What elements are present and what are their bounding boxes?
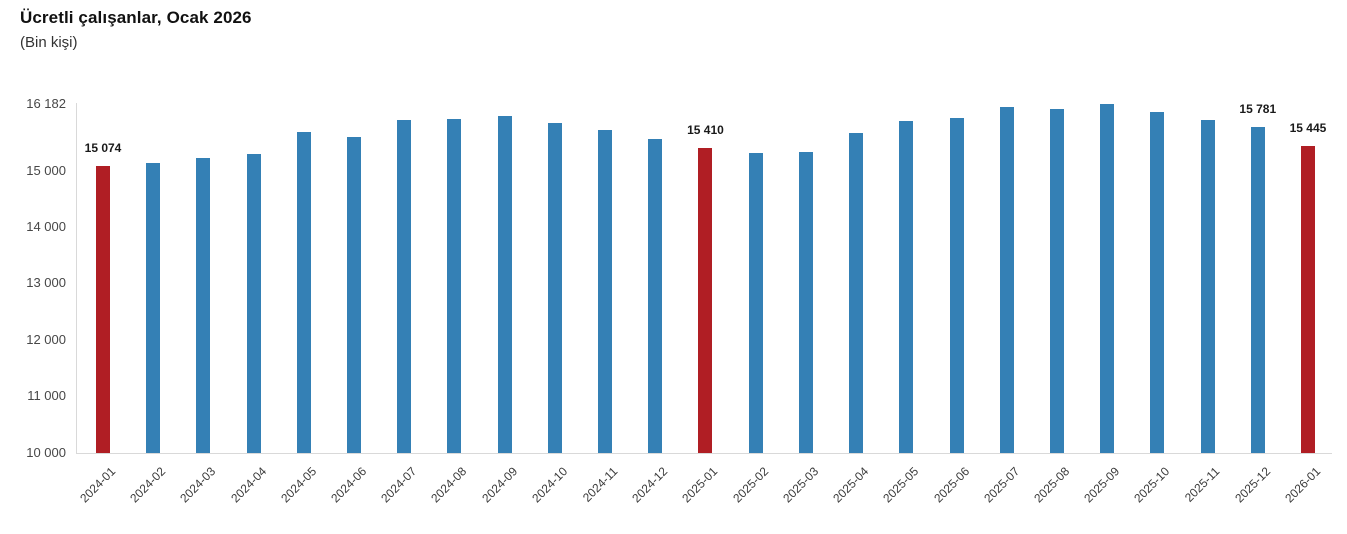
bar-2025-06 — [949, 117, 964, 453]
bar-2024-03 — [196, 157, 211, 453]
x-tick-label: 2025-11 — [1182, 463, 1223, 505]
bar-2025-08 — [1049, 108, 1064, 453]
x-tick-label: 2025-10 — [1131, 463, 1173, 505]
x-tick-label: 2025-06 — [930, 463, 972, 505]
bar-2025-12 — [1250, 126, 1265, 453]
bar-value-label: 15 074 — [84, 141, 122, 156]
bar-2024-10 — [547, 122, 562, 453]
y-tick-label: 16 182 — [26, 96, 66, 111]
x-tick-label: 2024-05 — [277, 463, 320, 505]
bar-value-label: 15 410 — [687, 122, 724, 137]
x-axis-line — [76, 452, 1332, 454]
x-tick-label: 2024-07 — [378, 463, 420, 505]
x-tick-label: 2024-09 — [478, 463, 520, 505]
x-tick-label: 2025-12 — [1231, 463, 1273, 505]
bar-2024-05 — [296, 131, 311, 453]
bar-2024-07 — [397, 119, 412, 453]
bar-value-label: 15 781 — [1239, 101, 1277, 116]
bar-2025-03 — [798, 152, 813, 453]
bar-2025-04 — [849, 132, 864, 453]
bar-2025-07 — [999, 107, 1014, 453]
y-tick-label: 14 000 — [26, 219, 66, 234]
bar-2025-09 — [1100, 104, 1115, 453]
bar-2025-11 — [1200, 119, 1215, 453]
bar-2025-05 — [899, 121, 914, 453]
y-tick-label: 15 000 — [26, 162, 66, 178]
x-tick-label: 2025-01 — [679, 463, 721, 505]
bar-2024-02 — [146, 163, 161, 453]
y-tick-label: 11 000 — [27, 388, 66, 404]
x-tick-label: 2025-03 — [780, 463, 822, 505]
x-tick-label: 2025-04 — [830, 463, 872, 505]
y-tick-label: 10 000 — [26, 444, 66, 460]
x-tick-label: 2024-12 — [629, 463, 671, 505]
bar-2025-02 — [748, 152, 763, 453]
x-tick-label: 2024-10 — [529, 463, 571, 505]
bar-2024-11 — [598, 129, 613, 453]
x-tick-label: 2025-08 — [1031, 463, 1073, 505]
x-tick-label: 2025-09 — [1081, 463, 1123, 505]
y-axis-line — [76, 103, 77, 453]
x-tick-label: 2025-05 — [880, 463, 922, 505]
bar-2024-09 — [497, 115, 512, 453]
bar-2024-04 — [246, 154, 261, 453]
x-tick-label: 2024-06 — [328, 463, 370, 505]
chart-title: Ücretli çalışanlar, Ocak 2026 — [20, 8, 252, 27]
x-tick-label: 2024-01 — [77, 463, 119, 505]
x-tick-label: 2024-11 — [579, 463, 621, 505]
bar-2025-10 — [1150, 112, 1165, 453]
x-tick-label: 2024-04 — [227, 463, 269, 505]
x-tick-label: 2025-07 — [980, 463, 1022, 505]
bar-2026-01 — [1300, 145, 1315, 453]
bar-2024-01 — [96, 166, 110, 453]
bar-2024-08 — [447, 119, 462, 453]
y-tick-label: 13 000 — [26, 275, 66, 291]
x-tick-label: 2024-03 — [177, 463, 219, 505]
bar-2024-06 — [347, 137, 362, 453]
y-tick-label: 12 000 — [26, 331, 66, 347]
bar-2025-01 — [698, 147, 713, 453]
bar-2024-12 — [648, 138, 663, 453]
x-tick-label: 2024-02 — [127, 463, 169, 505]
x-tick-label: 2025-02 — [729, 463, 771, 505]
x-tick-label: 2024-08 — [428, 463, 470, 505]
chart-subtitle: (Bin kişi) — [20, 34, 78, 51]
x-tick-label: 2026-01 — [1282, 463, 1324, 505]
bar-value-label: 15 445 — [1289, 120, 1327, 135]
